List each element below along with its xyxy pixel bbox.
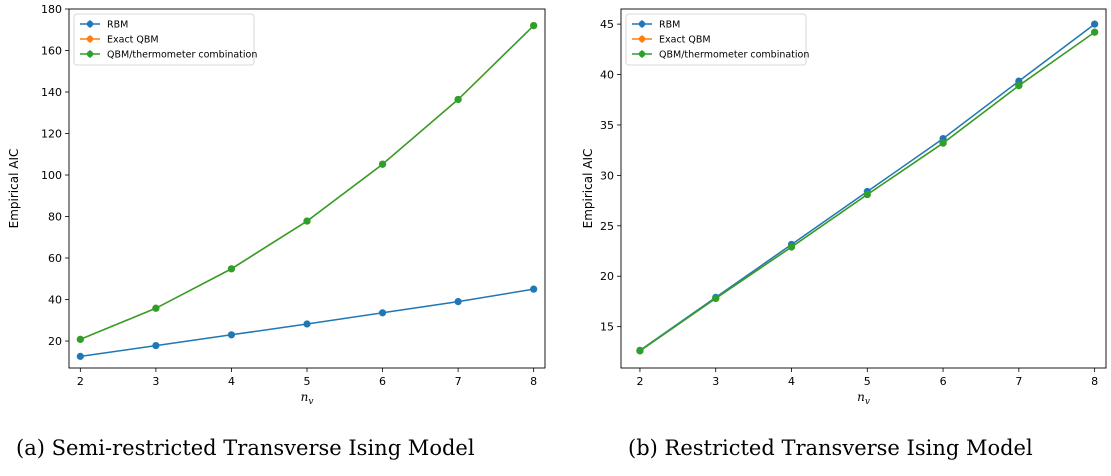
y-tick-label: 15 xyxy=(600,321,614,334)
data-point xyxy=(303,217,311,225)
data-point xyxy=(303,320,311,328)
y-tick-label: 40 xyxy=(600,69,614,82)
y-tick-label: 80 xyxy=(48,211,62,224)
data-point xyxy=(152,304,160,312)
data-point xyxy=(378,160,387,168)
series-qbm-thermometer-combination xyxy=(76,22,538,343)
y-tick-label: 180 xyxy=(41,3,62,16)
x-tick-label: 4 xyxy=(228,375,235,388)
data-point xyxy=(454,95,462,104)
y-tick-label: 100 xyxy=(41,169,62,182)
caption-a: (a) Semi-restricted Transverse Ising Mod… xyxy=(16,436,475,460)
y-tick-label: 20 xyxy=(600,270,614,283)
data-point xyxy=(152,341,160,350)
series-exact-qbm xyxy=(76,22,538,343)
legend-entry: Exact QBM xyxy=(107,35,159,46)
caption-b: (b) Restricted Transverse Ising Model xyxy=(628,436,1033,460)
legend-swatch-marker xyxy=(638,20,646,28)
legend-box xyxy=(625,13,807,66)
legend-entry: QBM/thermometer combination xyxy=(659,50,809,61)
data-point xyxy=(227,265,236,273)
data-point xyxy=(1091,28,1099,36)
data-point xyxy=(1091,20,1099,28)
legend-box xyxy=(73,13,255,66)
legend-entry: RBM xyxy=(659,20,680,31)
data-point xyxy=(530,285,538,293)
data-point xyxy=(530,22,538,30)
x-axis-label: nv xyxy=(301,390,314,407)
y-tick-label: 20 xyxy=(48,335,62,348)
data-point xyxy=(712,294,720,303)
legend-entry: QBM/thermometer combination xyxy=(107,50,257,61)
y-tick-label: 140 xyxy=(41,86,62,99)
x-tick-label: 8 xyxy=(530,375,537,388)
series-line xyxy=(80,25,535,341)
data-point xyxy=(76,335,84,343)
x-tick-label: 6 xyxy=(379,375,386,388)
x-tick-label: 6 xyxy=(940,375,947,388)
y-tick-label: 25 xyxy=(600,220,614,233)
y-tick-label: 35 xyxy=(600,119,614,132)
x-axis-label: nv xyxy=(857,390,870,407)
x-tick-label: 7 xyxy=(455,375,462,388)
data-point xyxy=(227,331,236,339)
series-qbm-thermometer-combination xyxy=(636,28,1099,355)
legend-swatch-marker xyxy=(86,35,94,43)
data-point xyxy=(636,347,644,355)
data-point xyxy=(1015,82,1023,90)
x-tick-label: 2 xyxy=(636,375,643,388)
legend-swatch-marker xyxy=(638,50,646,58)
x-tick-label: 4 xyxy=(788,375,795,388)
legend: RBM Exact QBM QBM/thermometer combination xyxy=(625,13,809,66)
legend-swatch-marker xyxy=(86,50,94,58)
y-tick-label: 40 xyxy=(48,294,62,307)
data-point xyxy=(863,190,871,199)
y-tick-label: 60 xyxy=(48,252,62,265)
y-tick-label: 160 xyxy=(41,45,62,58)
legend-swatch-marker xyxy=(86,20,94,28)
y-tick-label: 45 xyxy=(600,18,614,31)
x-tick-label: 2 xyxy=(77,375,84,388)
legend: RBM Exact QBM QBM/thermometer combination xyxy=(73,13,257,66)
data-point xyxy=(939,139,947,147)
series-rbm xyxy=(76,285,538,360)
y-axis-label: Empirical AIC xyxy=(581,149,595,229)
x-tick-label: 7 xyxy=(1015,375,1022,388)
x-tick-label: 3 xyxy=(712,375,719,388)
legend-entry: Exact QBM xyxy=(659,35,711,46)
data-point xyxy=(76,352,84,360)
x-tick-label: 8 xyxy=(1091,375,1098,388)
data-point xyxy=(378,309,387,317)
chart-a: 2 3 4 5 6 7 8 20 40 60 80 100 120 140 160 180 nv Empirica… xyxy=(7,3,546,407)
x-tick-label: 3 xyxy=(152,375,159,388)
series-line xyxy=(639,23,1096,351)
y-tick-label: 30 xyxy=(600,169,614,182)
series-line xyxy=(80,25,535,341)
plot-frame xyxy=(620,8,1107,369)
y-tick-label: 120 xyxy=(41,128,62,141)
x-tick-label: 5 xyxy=(864,375,871,388)
legend-swatch-marker xyxy=(638,35,646,43)
series-rbm xyxy=(636,20,1099,354)
x-tick-label: 5 xyxy=(304,375,311,388)
y-axis-label: Empirical AIC xyxy=(7,149,21,229)
data-point xyxy=(787,243,796,251)
legend-entry: RBM xyxy=(107,20,128,31)
data-point xyxy=(454,297,462,306)
